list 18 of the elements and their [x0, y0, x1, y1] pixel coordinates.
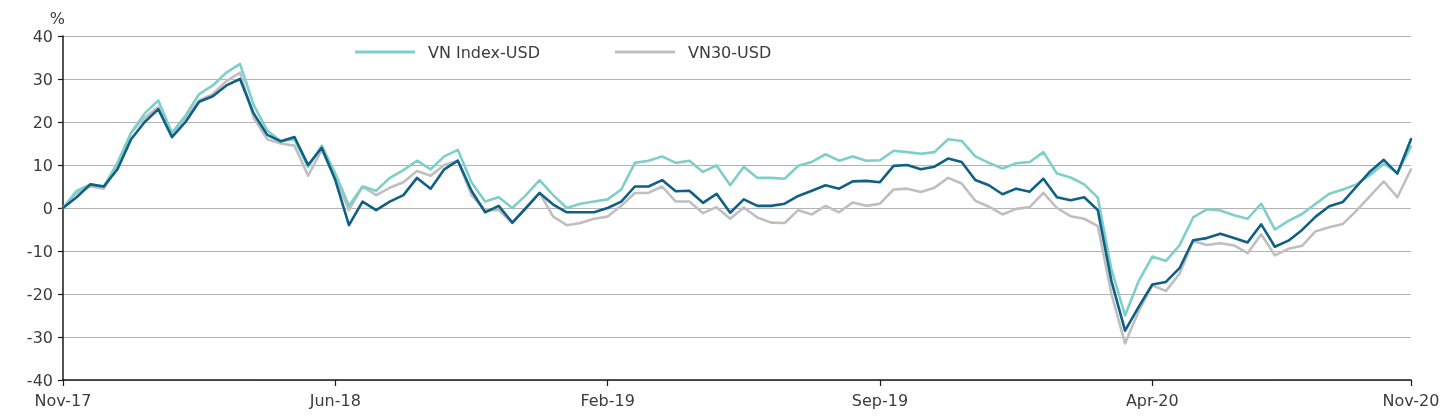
legend-label: VN Index-USD — [428, 42, 541, 62]
legend-label: VN30-USD — [688, 42, 772, 62]
x-tick-label: Nov-20 — [1382, 390, 1440, 410]
y-tick-label: 10 — [32, 155, 53, 175]
y-tick-label: 20 — [32, 112, 53, 132]
y-tick-label: 30 — [32, 69, 53, 89]
x-tick-label: Apr-20 — [1125, 390, 1179, 410]
y-tick-label: -20 — [26, 284, 53, 304]
y-axis-title: % — [49, 8, 65, 28]
y-tick-label: -30 — [26, 327, 53, 347]
y-tick-label: 0 — [42, 198, 53, 218]
x-tick-label: Feb-19 — [580, 390, 635, 410]
y-tick-label: 40 — [32, 26, 53, 46]
x-tick-label: Nov-17 — [34, 390, 92, 410]
y-tick-label: -10 — [26, 241, 53, 261]
x-tick-label: Jun-18 — [308, 390, 361, 410]
y-tick-label: -40 — [26, 370, 53, 390]
x-tick-label: Sep-19 — [851, 390, 909, 410]
